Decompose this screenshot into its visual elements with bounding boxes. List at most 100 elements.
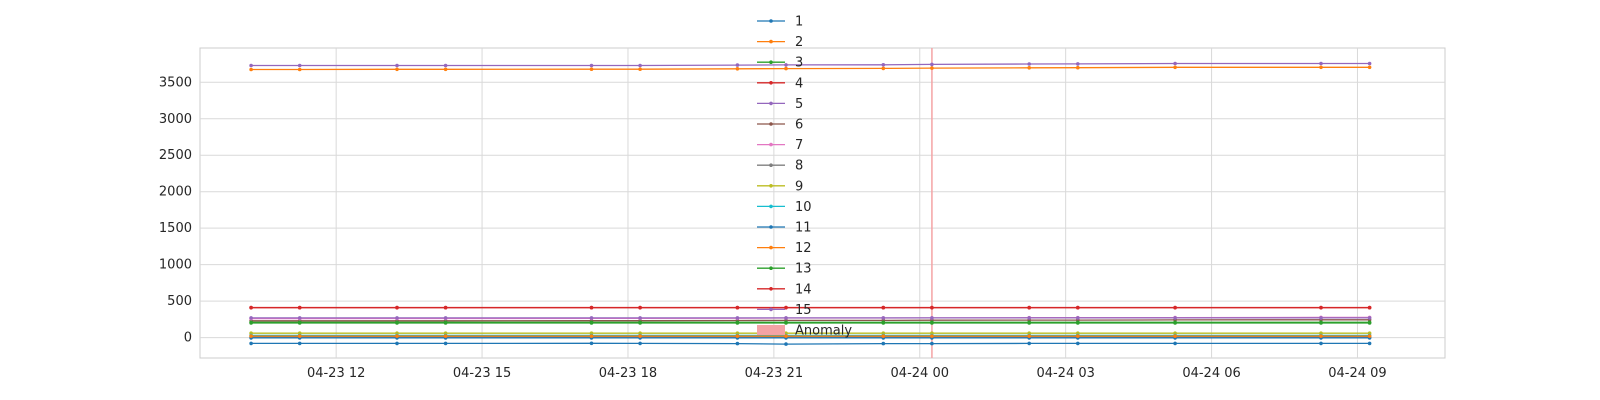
legend-swatch-marker (769, 101, 773, 106)
legend-label: 10 (795, 200, 812, 215)
legend-label: 11 (795, 221, 812, 236)
data-point (589, 67, 594, 71)
legend-item-5: 5 (757, 97, 803, 112)
legend-item-6: 6 (757, 118, 803, 133)
data-point (443, 305, 448, 310)
data-point (638, 316, 642, 320)
data-point (784, 66, 788, 71)
data-point (589, 305, 594, 310)
data-point (395, 341, 399, 346)
x-tick-label: 04-23 12 (307, 366, 365, 381)
data-point (784, 63, 788, 67)
data-point (881, 334, 886, 338)
x-tick-label: 04-23 18 (599, 366, 657, 381)
legend-swatch-marker (769, 287, 773, 291)
data-point (1076, 320, 1080, 325)
series-14 (249, 305, 1372, 310)
data-point (1027, 316, 1031, 320)
data-point (1173, 341, 1177, 346)
legend-item-4: 4 (757, 76, 803, 91)
data-point (1319, 305, 1323, 310)
legend-label: 9 (795, 179, 803, 194)
data-point (249, 341, 253, 346)
data-point (735, 341, 740, 346)
data-point (638, 341, 642, 346)
data-point (1367, 65, 1372, 70)
data-point (395, 316, 399, 320)
data-point (1367, 320, 1372, 325)
legend-swatch-marker (769, 60, 773, 64)
x-tick-label: 04-23 21 (745, 366, 803, 381)
data-point (249, 67, 253, 72)
data-point (930, 341, 934, 346)
data-point (1076, 334, 1080, 338)
data-point (1173, 320, 1177, 325)
legend-label: 6 (795, 118, 803, 133)
x-tick-label: 04-24 00 (891, 366, 949, 381)
series-15 (249, 316, 1372, 320)
legend-item-9: 9 (757, 179, 803, 194)
data-point (881, 316, 886, 320)
data-point (735, 320, 740, 325)
x-tick-label: 04-24 03 (1036, 366, 1094, 381)
legend-swatch-marker (769, 142, 773, 147)
legend-swatch-marker (769, 39, 773, 44)
legend-label: 13 (795, 262, 812, 277)
series-1 (249, 341, 1372, 346)
data-point (784, 320, 788, 325)
data-point (1173, 65, 1177, 70)
data-point (1367, 61, 1372, 66)
legend-label: 4 (795, 76, 803, 91)
series-13 (249, 320, 1372, 325)
y-tick-label: 3000 (159, 112, 192, 127)
data-point (784, 342, 788, 346)
data-point (1027, 320, 1031, 325)
data-point (297, 316, 302, 320)
data-point (395, 320, 399, 325)
data-point (881, 66, 886, 71)
x-axis-ticks: 04-23 12 04-23 15 04-23 18 04-23 21 04-24 00… (307, 366, 1387, 381)
data-point (638, 320, 642, 325)
series-2 (249, 65, 1372, 72)
data-point (1319, 341, 1323, 346)
legend-label: 5 (795, 97, 803, 112)
legend-swatch-marker (769, 81, 773, 85)
data-point (1076, 305, 1080, 310)
data-point (395, 334, 399, 338)
legend-label: 3 (795, 56, 803, 71)
data-point (735, 67, 740, 71)
y-axis-ticks: 0 500 1000 1500 2000 2500 3000 3500 (159, 75, 192, 345)
legend-swatch-marker (769, 307, 773, 312)
data-point (1027, 334, 1031, 338)
data-point (443, 334, 448, 338)
data-point (249, 305, 253, 310)
data-point (249, 320, 253, 325)
y-tick-label: 2000 (159, 185, 192, 200)
data-point (589, 320, 594, 325)
legend-swatch-marker (769, 122, 773, 126)
data-point (297, 341, 302, 346)
data-point (881, 63, 886, 67)
legend-item-2: 2 (757, 35, 803, 50)
data-point (395, 63, 399, 68)
data-point (443, 341, 448, 346)
legend-item-1: 1 (757, 15, 803, 30)
data-point (1319, 316, 1323, 320)
data-point (1367, 341, 1372, 346)
y-tick-label: 0 (184, 331, 192, 346)
data-point (395, 67, 399, 72)
legend-swatch-marker (769, 225, 773, 229)
data-point (249, 63, 253, 68)
legend-item-11: 11 (757, 221, 812, 236)
data-point (930, 305, 934, 310)
legend-swatch-marker (769, 184, 773, 188)
data-point (1076, 62, 1080, 66)
y-tick-label: 2500 (159, 148, 192, 163)
data-point (930, 316, 934, 320)
legend-label: 14 (795, 282, 812, 297)
legend-label: 7 (795, 138, 803, 153)
data-point (395, 305, 399, 310)
legend-swatch-marker (769, 163, 773, 167)
legend-item-12: 12 (757, 241, 812, 256)
